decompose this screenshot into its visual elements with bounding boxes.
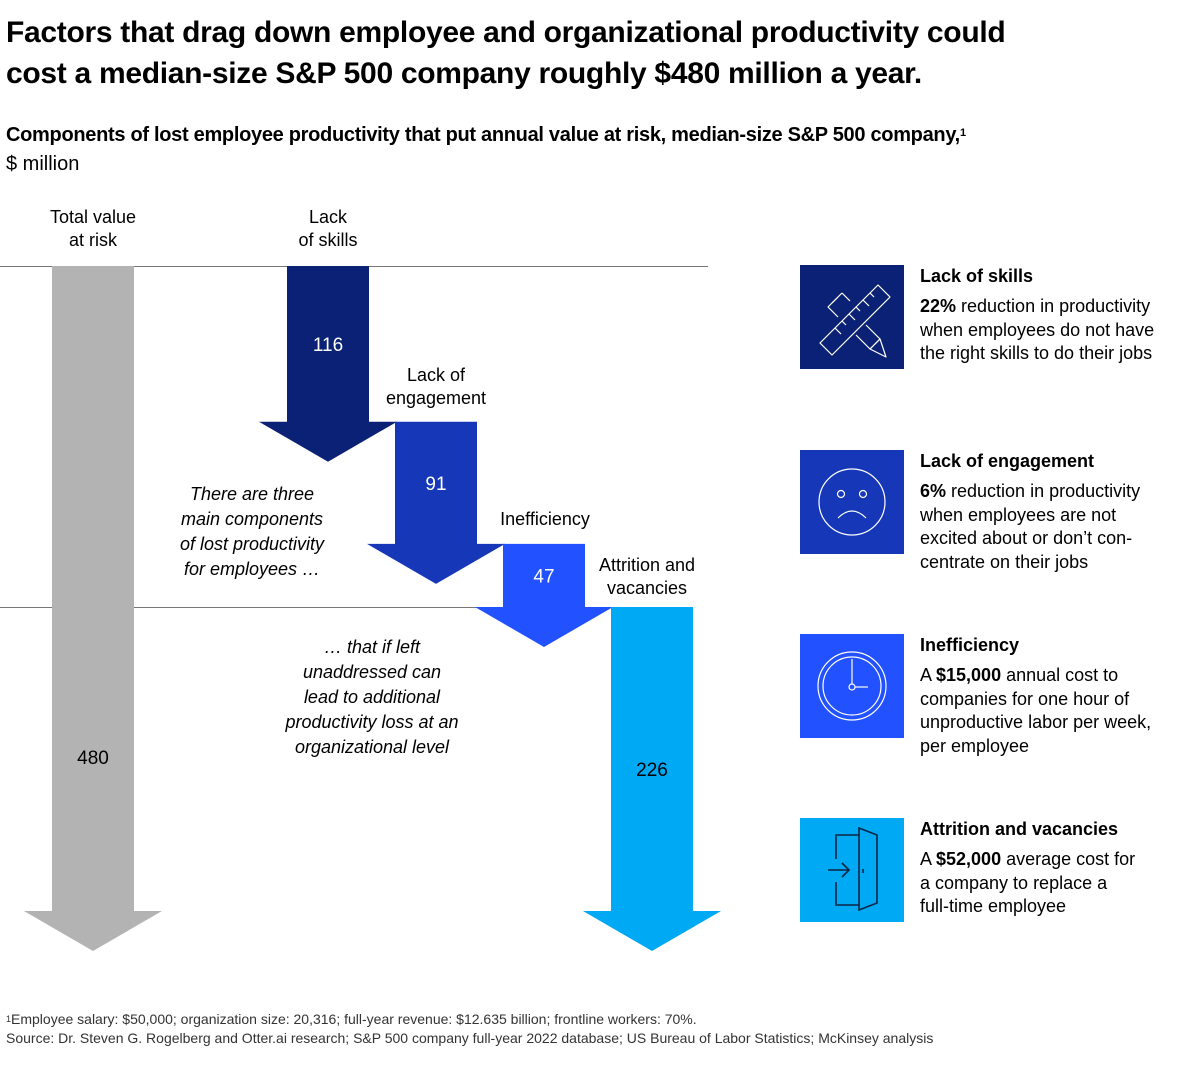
footnote-marker: 1 [6,1014,12,1024]
category-label: Total value [50,207,136,227]
unit-label: $ million [6,153,80,175]
arrow-lack-of-engagement [367,421,505,584]
sad-face-icon [800,450,904,554]
annotation-text: unaddressed can [303,662,441,682]
value-label: 226 [636,760,668,781]
panel-highlight-value: 6% [920,481,947,501]
category-label: Attrition and [599,555,695,575]
category-label: Lack [309,207,348,227]
panel-line: a company to replace a [920,872,1108,893]
ruler-pencil-icon [800,265,904,369]
panel-line: A $15,000 annual cost to [920,665,1119,685]
panel-line: 22% reduction in productivity [920,296,1151,316]
panel-line: when employees do not have [920,319,1155,340]
value-label: 91 [425,474,446,495]
panel-title: Attrition and vacancies [920,819,1119,839]
panel-highlight-value: $52,000 [936,849,1002,869]
annotation-text: organizational level [295,737,450,757]
panel-highlight-value: $15,000 [936,665,1002,685]
panel-line: unproductive labor per week, [920,712,1152,732]
panel-title: Lack of engagement [920,451,1095,471]
panel-line: the right skills to do their jobs [920,343,1153,363]
chart-subtitle: Components of lost employee productivity… [6,123,1196,147]
panel-line: companies for one hour of [920,688,1130,709]
annotation-text: … that if left [324,637,421,657]
panel-description: 6% reduction in productivity when employe… [920,480,1200,574]
footnote-text: Employee salary: $50,000; organization s… [11,1011,697,1027]
panel-line: centrate on their jobs [920,551,1089,572]
annotation-text: productivity loss at an [284,712,458,732]
annotation-text: for employees … [184,559,320,579]
panel-description: 22% reduction in productivity when employ… [920,295,1200,366]
clock-icon [800,634,904,738]
arrow-inefficiency [475,543,613,647]
value-label: 480 [77,748,109,769]
value-label: 47 [533,566,554,587]
category-label: vacancies [607,578,687,598]
annotation-text: main components [181,509,323,529]
legend-panel-lack-of-engagement: Lack of engagement 6% reduction in produc… [800,450,1200,572]
value-label: 116 [313,335,343,356]
footnote: 1Employee salary: $50,000; organization … [6,1010,1196,1029]
waterfall-chart: 480 Total value at risk 116 Lack of skills 91 L… [0,207,721,951]
panel-line: 6% reduction in productivity [920,481,1141,501]
panel-line: when employees are not [920,504,1117,525]
panel-description: A $15,000 annual cost to companies for on… [920,664,1200,758]
title-line-2: cost a median-size S&P 500 company rough… [6,57,922,90]
panel-line: full-time employee [920,896,1067,916]
source-text: Source: Dr. Steven G. Rogelberg and Otte… [6,1030,934,1046]
subtitle-text: Components of lost employee productivity… [6,124,960,146]
panel-title: Lack of skills [920,266,1034,286]
annotation-text: of lost productivity [180,534,325,554]
category-label: of skills [298,230,357,250]
legend-panel-attrition-and-vacancies: Attrition and vacancies A $52,000 average… [800,818,1200,938]
annotation-text: There are three [190,484,314,504]
arrow-attrition-and-vacancies [583,607,721,951]
panel-title: Inefficiency [920,635,1020,655]
panel-line: per employee [920,735,1030,756]
panel-description: A $52,000 average cost for a company to r… [920,848,1200,919]
panel-line: excited about or don’t con- [920,528,1133,548]
footnote-block: 1Employee salary: $50,000; organization … [6,1010,1196,1048]
exit-door-icon [800,818,904,922]
chart-title: Factors that drag down employee and orga… [6,12,1186,94]
arrow-lack-of-skills [259,266,397,462]
legend-panel-inefficiency: Inefficiency A $15,000 annual cost to comp… [800,634,1200,756]
arrow-total-value-at-risk [24,266,162,951]
footnote-marker: 1 [959,127,966,139]
category-label: Inefficiency [500,509,590,529]
category-label: at risk [69,230,118,250]
title-line-1: Factors that drag down employee and orga… [6,16,1006,49]
category-label: Lack of [407,365,466,385]
annotation-text: lead to additional [304,687,441,707]
category-label: engagement [386,388,486,408]
legend-panel-lack-of-skills: Lack of skills 22% reduction in productiv… [800,265,1200,385]
panel-highlight-value: 22% [920,296,957,316]
panel-line: A $52,000 average cost for [920,849,1136,869]
